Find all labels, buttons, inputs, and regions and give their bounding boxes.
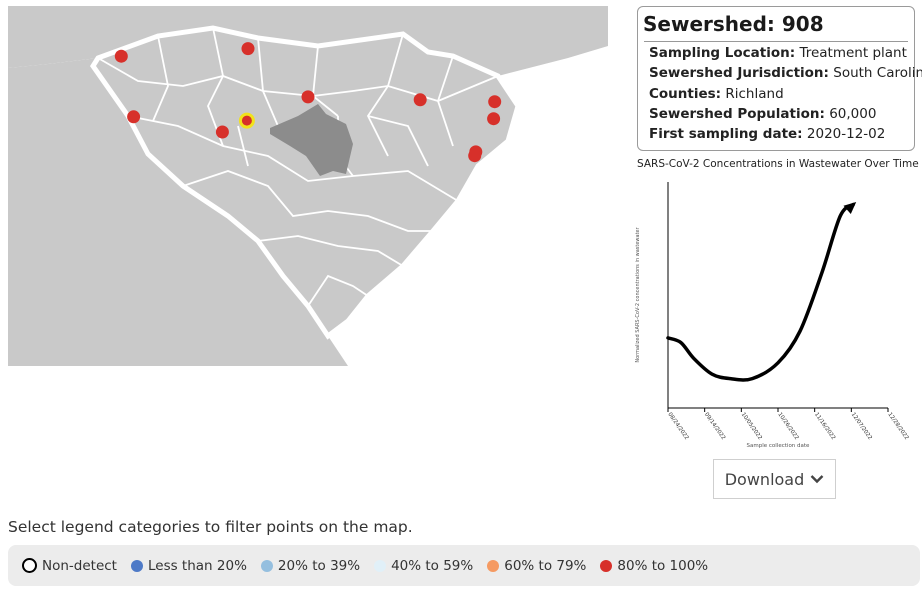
population-value: 60,000 xyxy=(829,106,877,122)
less-than-20-swatch xyxy=(130,559,143,572)
sewershed-point[interactable] xyxy=(413,93,427,107)
non-detect-swatch xyxy=(22,558,37,573)
legend-item-non-detect[interactable]: Non-detect xyxy=(22,558,117,574)
chart-y-axis-label: Normalized SARS-CoV-2 concentrations in … xyxy=(635,226,641,362)
download-label: Download xyxy=(724,469,805,489)
chart-x-axis-label: Sample collection date xyxy=(747,443,811,449)
x-tick-label: 10/05/2022 xyxy=(740,412,763,441)
legend-label: 20% to 39% xyxy=(277,557,361,574)
selected-sewershed-point[interactable] xyxy=(238,112,255,129)
legend-label: 80% to 100% xyxy=(617,557,709,574)
jurisdiction-label: Sewershed Jurisdiction: xyxy=(649,65,829,81)
sewershed-point[interactable] xyxy=(301,90,315,104)
counties-row: Counties: Richland xyxy=(649,86,784,102)
sewershed-point[interactable] xyxy=(488,95,502,109)
first-sampling-row: First sampling date: 2020-12-02 xyxy=(649,126,885,142)
sewershed-point[interactable] xyxy=(487,112,501,126)
first-sampling-label: First sampling date: xyxy=(649,126,803,142)
sampling-location-row: Sampling Location: Treatment plant xyxy=(649,45,907,61)
legend-item-20-to-39[interactable]: 20% to 39% xyxy=(260,557,361,574)
concentration-line xyxy=(666,202,855,382)
legend: Non-detect Less than 20% 20% to 39% 40% … xyxy=(8,545,920,586)
jurisdiction-row: Sewershed Jurisdiction: South Carolina xyxy=(649,65,922,81)
legend-label: Less than 20% xyxy=(147,557,247,574)
north-carolina-region xyxy=(8,6,608,76)
card-title: Sewershed: 908 xyxy=(643,12,824,36)
legend-instructions: Select legend categories to filter point… xyxy=(8,518,413,536)
legend-label: Non-detect xyxy=(42,557,117,574)
legend-item-80-to-100[interactable]: 80% to 100% xyxy=(600,558,708,574)
download-button[interactable]: Download xyxy=(713,459,836,499)
sewershed-point[interactable] xyxy=(114,49,128,63)
concentration-chart: 08/24/2022 09/14/2022 10/05/2022 10/26/2022… xyxy=(635,182,909,449)
sewershed-point[interactable] xyxy=(241,42,255,56)
legend-label: 40% to 59% xyxy=(391,557,474,574)
60-to-79-swatch xyxy=(487,559,500,572)
chart-axes xyxy=(667,182,888,409)
sewershed-map[interactable] xyxy=(8,6,608,366)
counties-value: Richland xyxy=(725,86,784,102)
first-sampling-value: 2020-12-02 xyxy=(806,126,886,142)
x-tick-label: 10/26/2022 xyxy=(776,412,799,441)
x-tick-label: 09/14/2022 xyxy=(703,412,726,441)
chart-title: SARS-CoV-2 Concentrations in Wastewater … xyxy=(637,158,919,170)
population-label: Sewershed Population: xyxy=(649,106,825,122)
legend-item-less-than-20[interactable]: Less than 20% xyxy=(130,557,247,574)
x-tick-label: 12/28/2022 xyxy=(886,412,909,441)
jurisdiction-value: South Carolina xyxy=(833,65,922,81)
population-row: Sewershed Population: 60,000 xyxy=(649,106,876,122)
georgia-region xyxy=(8,58,348,366)
x-tick-label: 11/16/2022 xyxy=(813,412,836,441)
chevron-down-icon xyxy=(810,475,824,484)
sewershed-point[interactable] xyxy=(215,125,229,139)
x-tick-label: 12/07/2022 xyxy=(850,412,873,441)
sampling-location-label: Sampling Location: xyxy=(649,45,796,61)
chart-x-ticks: 08/24/2022 09/14/2022 10/05/2022 10/26/2022… xyxy=(666,408,909,441)
sewershed-point[interactable] xyxy=(468,149,482,163)
selected-sewershed-area[interactable] xyxy=(270,104,353,176)
sampling-location-value: Treatment plant xyxy=(799,45,907,61)
legend-label: 60% to 79% xyxy=(504,557,587,574)
20-to-39-swatch xyxy=(260,559,273,572)
sewershed-point[interactable] xyxy=(127,110,141,124)
40-to-59-swatch xyxy=(374,559,387,572)
county-borders xyxy=(97,27,499,307)
map-points xyxy=(114,42,502,163)
sewershed-info-card: Sewershed: 908 Sampling Location: Treatm… xyxy=(637,6,922,151)
legend-item-60-to-79[interactable]: 60% to 79% xyxy=(487,558,586,574)
counties-label: Counties: xyxy=(649,86,722,102)
80-to-100-swatch xyxy=(600,559,613,572)
trend-arrow-head xyxy=(843,202,857,214)
card-divider xyxy=(644,41,908,42)
legend-item-40-to-59[interactable]: 40% to 59% xyxy=(374,558,473,574)
x-tick-label: 08/24/2022 xyxy=(666,412,689,441)
